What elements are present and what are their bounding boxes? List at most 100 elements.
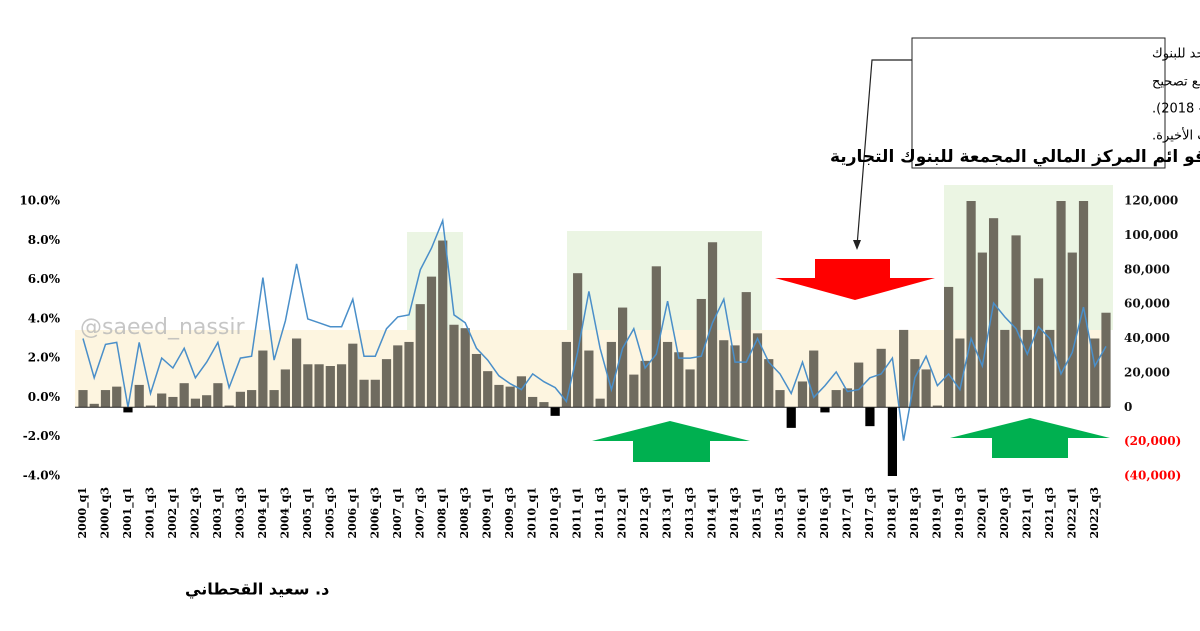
- bar: [584, 350, 594, 408]
- bar: [887, 407, 898, 476]
- x-tick-label: 2009_q1: [481, 487, 495, 538]
- bar: [573, 273, 583, 408]
- bar: [516, 376, 527, 408]
- bar: [775, 390, 785, 408]
- annotation-line: أسعار العقارات في الفترة ( 2016 - 2018).: [1152, 100, 1200, 117]
- bar: [1033, 278, 1044, 408]
- y2-tick-label: 60,000: [1124, 297, 1170, 311]
- watermark: @saeed_nassir: [80, 315, 245, 340]
- bar: [404, 341, 414, 408]
- author: د. سعيد القحطاني: [185, 580, 329, 600]
- x-tick-label: 2008_q1: [436, 487, 450, 538]
- bar: [235, 391, 245, 408]
- bar: [190, 398, 201, 408]
- bar: [483, 371, 493, 408]
- x-tick-label: 2017_q1: [840, 487, 854, 538]
- x-tick-label: 2006_q3: [368, 487, 382, 538]
- y-tick-label: 6.0%: [28, 272, 61, 286]
- bar: [528, 396, 538, 408]
- annotation-line: (السيولة المالية في الأسواق) مع تصحيح: [1152, 73, 1200, 90]
- bar: [89, 403, 99, 408]
- x-tick-label: 2016_q1: [795, 487, 809, 538]
- x-tick-label: 2011_q3: [593, 487, 607, 538]
- x-tick-label: 2001_q1: [121, 487, 135, 538]
- bar: [415, 304, 425, 408]
- plot: -4.0% -2.0% 0.0% 2.0% 4.0% 6.0% 8.0% 10.0% (40,0…: [19, 194, 1181, 539]
- bar: [797, 381, 808, 408]
- x-tick-label: 2015_q1: [751, 487, 765, 538]
- x-tick-label: 2018_q1: [885, 487, 899, 538]
- up-arrow: [592, 421, 750, 462]
- x-tick-label: 2014_q1: [706, 487, 720, 538]
- y-tick-label: 8.0%: [28, 233, 61, 247]
- bar: [1090, 338, 1100, 408]
- bar: [348, 343, 358, 408]
- x-tick-label: 2000_q1: [76, 487, 90, 538]
- annotation-line: والعكس صحيح في السنوات الأخيرة.: [1152, 127, 1200, 144]
- down-arrow: [775, 259, 935, 300]
- y-tick-label: 2.0%: [28, 351, 61, 365]
- bar: [505, 386, 515, 408]
- x-tick-label: 2004_q3: [278, 487, 292, 538]
- bar: [988, 218, 999, 408]
- x-tick-label: 2010_q3: [548, 487, 562, 538]
- bar: [674, 352, 684, 408]
- annotation-line: تزامن إنكماش المركز المالي الموحد للبنوك: [1152, 47, 1200, 62]
- y-tick-label: 4.0%: [28, 311, 61, 325]
- y2-tick-label: 0: [1124, 400, 1132, 414]
- bar: [393, 345, 403, 408]
- bar: [426, 276, 437, 408]
- bar: [662, 341, 673, 408]
- bar: [438, 240, 448, 408]
- bar: [336, 364, 347, 408]
- x-tick-label: 2011_q1: [571, 487, 585, 538]
- bar: [539, 402, 549, 408]
- bar: [550, 407, 560, 416]
- bar: [314, 364, 324, 408]
- bar: [258, 350, 268, 408]
- bar: [966, 201, 976, 408]
- bar: [640, 360, 650, 408]
- y2-tick-label: (20,000): [1124, 434, 1181, 448]
- x-tick-label: 2007_q3: [413, 487, 427, 538]
- y2-tick-label: 20,000: [1124, 365, 1170, 379]
- x-tick-label: 2015_q3: [773, 487, 787, 538]
- bar: [123, 407, 133, 413]
- x-tick-label: 2008_q3: [458, 487, 472, 538]
- bar: [932, 405, 942, 408]
- y2-tick-label: 40,000: [1124, 331, 1170, 345]
- x-tick-label: 2002_q3: [188, 487, 202, 538]
- x-tick-label: 2001_q3: [143, 487, 157, 538]
- x-tick-label: 2019_q1: [930, 487, 944, 538]
- bar: [977, 252, 987, 408]
- bar: [247, 390, 257, 408]
- bar: [157, 393, 167, 408]
- bar: [1045, 329, 1055, 408]
- line: [82, 217, 1107, 441]
- bar: [325, 366, 335, 408]
- y2-tick-label: (40,000): [1124, 469, 1181, 483]
- bar: [921, 369, 931, 408]
- x-tick-label: 2005_q3: [323, 487, 337, 538]
- bar: [741, 292, 751, 408]
- x-tick-label: 2004_q1: [256, 487, 270, 538]
- bar: [595, 398, 605, 408]
- bar: [145, 405, 156, 408]
- bar: [1000, 329, 1010, 408]
- bar: [955, 338, 965, 408]
- bar: [899, 329, 909, 408]
- x-tick-label: 2016_q3: [818, 487, 832, 538]
- bar: [910, 359, 920, 408]
- x-tick-label: 2012_q1: [616, 487, 630, 538]
- bar: [1056, 201, 1066, 408]
- x-tick-label: 2013_q3: [683, 487, 697, 538]
- bar: [651, 266, 661, 408]
- x-tick-label: 2003_q3: [233, 487, 247, 538]
- bar: [1067, 252, 1077, 408]
- bar: [179, 383, 189, 408]
- y-tick-label: -2.0%: [23, 429, 61, 443]
- x-tick-label: 2003_q1: [211, 487, 225, 538]
- chart-title: التوسع والانكماش في قو ائم المركز المالي…: [830, 147, 1200, 167]
- x-tick-label: 2010_q1: [526, 487, 540, 538]
